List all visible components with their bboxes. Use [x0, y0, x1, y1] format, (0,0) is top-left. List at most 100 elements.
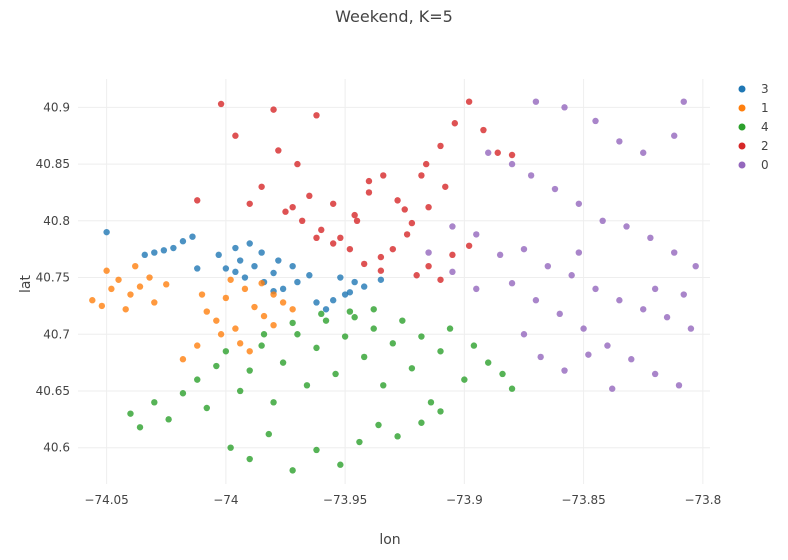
data-point [222, 265, 230, 272]
y-tick-label: 40.65 [36, 384, 70, 398]
chart-title: Weekend, K=5 [335, 7, 453, 26]
series-0 [425, 98, 699, 392]
data-point [275, 257, 282, 264]
data-point [217, 100, 225, 108]
data-point [194, 342, 201, 349]
legend-item-0[interactable]: 0 [738, 158, 769, 172]
data-point [399, 317, 406, 324]
x-tick-label: −73.95 [323, 493, 367, 507]
data-point [473, 285, 480, 293]
data-point [127, 291, 134, 298]
data-point [127, 410, 134, 417]
data-point [136, 283, 144, 290]
data-point [294, 278, 301, 286]
data-point [289, 319, 296, 327]
data-point [377, 276, 385, 283]
data-point [241, 274, 249, 281]
data-point [313, 112, 320, 119]
data-point [561, 367, 568, 374]
data-point [141, 251, 148, 259]
y-tick-label: 40.9 [43, 100, 70, 114]
data-point [108, 285, 115, 293]
data-point [318, 310, 325, 318]
data-point [170, 244, 177, 252]
data-point [213, 362, 220, 370]
legend-item-2[interactable]: 2 [738, 139, 769, 153]
data-point [303, 382, 311, 389]
data-point [132, 262, 139, 270]
data-point [258, 249, 265, 256]
data-point [561, 104, 568, 111]
data-point [551, 185, 559, 193]
data-point [408, 365, 416, 372]
data-point [496, 251, 504, 259]
data-point [380, 382, 387, 389]
data-point [289, 467, 296, 474]
data-point [527, 172, 535, 179]
data-point [442, 183, 449, 190]
data-point [136, 424, 144, 431]
data-point [251, 303, 258, 311]
data-point [322, 306, 330, 313]
data-point [687, 325, 695, 332]
data-point [508, 160, 516, 168]
data-point [306, 192, 313, 200]
legend: 3 1 4 2 0 [738, 82, 769, 172]
data-point [260, 331, 268, 338]
data-point [265, 430, 272, 438]
y-tick-label: 40.85 [36, 157, 70, 171]
x-tick-label: −74.05 [84, 493, 128, 507]
legend-item-4[interactable]: 4 [738, 120, 769, 134]
data-point [215, 251, 222, 259]
data-point [401, 206, 408, 213]
data-point [360, 260, 368, 268]
data-point [179, 238, 187, 245]
y-tick-label: 40.6 [43, 441, 70, 455]
data-point [329, 240, 337, 247]
legend-marker [738, 104, 746, 112]
legend-item-1[interactable]: 1 [738, 101, 769, 115]
data-point [675, 382, 683, 389]
x-tick-label: −73.8 [684, 493, 721, 507]
data-point [236, 340, 244, 347]
data-point [465, 98, 473, 105]
data-point [146, 274, 153, 281]
data-point [449, 251, 456, 259]
data-point [194, 265, 201, 272]
data-point [377, 267, 385, 274]
data-point [337, 461, 344, 468]
data-point [246, 240, 253, 247]
legend-item-3[interactable]: 3 [738, 82, 769, 96]
data-point [508, 280, 516, 287]
data-point [318, 226, 325, 234]
data-point [222, 348, 230, 355]
y-tick-label: 40.75 [36, 271, 70, 285]
series-1 [89, 262, 296, 363]
data-point [380, 172, 387, 179]
data-point [647, 234, 654, 242]
data-point [623, 223, 630, 230]
legend-marker [738, 142, 746, 150]
tick-labels: −74.05 −74 −73.95 −73.9 −73.85 −73.8 40.6 40.65… [36, 100, 722, 507]
data-point [508, 151, 516, 159]
x-tick-label: −73.9 [446, 493, 483, 507]
data-point [163, 281, 170, 288]
data-point [427, 399, 435, 406]
data-point [246, 367, 253, 374]
data-point [351, 314, 358, 321]
data-point [449, 268, 456, 276]
data-point [437, 142, 444, 150]
data-point [258, 183, 265, 190]
data-point [485, 149, 492, 156]
data-point [346, 245, 354, 253]
data-point [329, 297, 337, 304]
data-point [217, 331, 225, 338]
data-point [294, 331, 301, 338]
legend-marker [738, 161, 746, 169]
data-point [279, 359, 287, 366]
data-point [418, 333, 425, 340]
data-point [451, 120, 459, 127]
series-2 [194, 98, 516, 283]
data-point [151, 299, 158, 306]
data-point [194, 376, 201, 383]
